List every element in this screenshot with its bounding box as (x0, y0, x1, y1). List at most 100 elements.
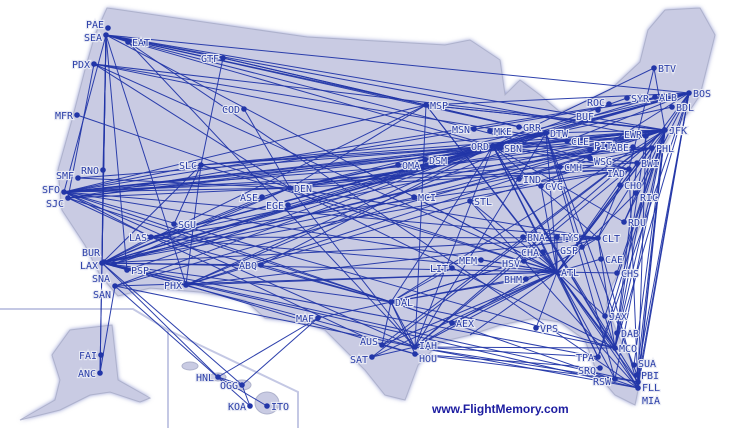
airport-bdl[interactable]: BDL (669, 102, 695, 115)
airport-fll[interactable]: FLL (635, 379, 661, 395)
airport-pit[interactable]: PIT (587, 140, 613, 153)
airport-mem[interactable]: MEM (458, 255, 484, 268)
airport-bwi[interactable]: BWI (634, 158, 660, 171)
airport-cho[interactable]: CHO (617, 180, 643, 193)
airport-mia[interactable]: MIA (635, 385, 661, 408)
airport-ege[interactable]: EGE (265, 200, 291, 213)
airport-cha[interactable]: CHA (520, 247, 546, 260)
airport-btv[interactable]: BTV (651, 63, 677, 76)
airport-sgu[interactable]: SGU (171, 219, 197, 232)
airport-ogg[interactable]: OGG (219, 380, 245, 393)
airport-slc[interactable]: SLC (178, 160, 204, 173)
airport-abe[interactable]: ABE (610, 142, 636, 155)
airport-aus[interactable]: AUS (359, 336, 385, 349)
airport-jax[interactable]: JAX (602, 311, 628, 324)
airport-ric[interactable]: RIC (633, 190, 659, 205)
airport-abq[interactable]: ABQ (238, 260, 264, 273)
airport-pbi[interactable]: PBI (634, 370, 660, 383)
airport-sat[interactable]: SAT (349, 354, 375, 367)
airport-sua[interactable]: SUA (631, 358, 657, 371)
airport-den[interactable]: DEN (287, 183, 313, 196)
airport-bos[interactable]: BOS (686, 88, 712, 101)
airport-sea[interactable]: SEA (83, 32, 109, 45)
airport-ord[interactable]: ORD (470, 141, 496, 154)
airport-hnl[interactable]: HNL (195, 372, 221, 385)
airport-phx[interactable]: PHX (163, 280, 189, 293)
airport-psp[interactable]: PSP (124, 265, 150, 278)
airport-sjc[interactable]: SJC (45, 195, 71, 211)
credit-text[interactable]: www.FlightMemory.com (432, 402, 569, 416)
airport-dtw[interactable]: DTW (543, 128, 570, 141)
airport-mci[interactable]: MCI (411, 192, 437, 205)
airport-stl[interactable]: STL (467, 196, 493, 209)
airport-syr[interactable]: SYR (624, 93, 651, 106)
airport-msn[interactable]: MSN (451, 124, 477, 137)
airport-ind[interactable]: IND (516, 174, 542, 187)
airport-dot-icon (533, 325, 539, 331)
airport-oma[interactable]: OMA (395, 160, 421, 173)
airport-phl[interactable]: PHL (649, 143, 675, 156)
airport-ase[interactable]: ASE (239, 192, 265, 205)
airport-san[interactable]: SAN (92, 283, 118, 302)
airport-sfo[interactable]: SFO (41, 184, 67, 197)
airport-iad[interactable]: IAD (606, 166, 632, 181)
airport-ewr[interactable]: EWR (623, 129, 649, 142)
airport-fai[interactable]: FAI (78, 350, 104, 363)
route-ord-clt (492, 145, 599, 239)
airport-dab[interactable]: DAB (614, 328, 640, 341)
airport-buf[interactable]: BUF (575, 107, 601, 124)
airport-gtf[interactable]: GTF (200, 53, 226, 66)
airport-maf[interactable]: MAF (295, 313, 321, 326)
airport-ito[interactable]: ITO (264, 401, 290, 414)
airport-cmh[interactable]: CMH (557, 162, 583, 175)
airport-alb[interactable]: ALB (652, 92, 678, 105)
airport-label: MFR (55, 111, 74, 122)
airport-vps[interactable]: VPS (533, 323, 559, 336)
airport-gsp[interactable]: GSP (559, 244, 585, 258)
airport-rdu[interactable]: RDU (621, 217, 647, 230)
airport-msp[interactable]: MSP (423, 100, 449, 113)
airport-tpa[interactable]: TPA (575, 352, 601, 365)
airport-lax[interactable]: LAX (79, 260, 105, 273)
airport-cod[interactable]: COD (221, 104, 247, 117)
airport-roc[interactable]: ROC (586, 97, 612, 110)
airport-pae[interactable]: PAE (85, 19, 111, 32)
route-jfk-iah (414, 129, 666, 348)
airport-hsv[interactable]: HSV (501, 258, 527, 271)
airport-cae[interactable]: CAE (598, 254, 624, 267)
airport-dsm[interactable]: DSM (422, 155, 448, 168)
airport-srq[interactable]: SRQ (577, 365, 603, 378)
airport-eat[interactable]: EAT (125, 37, 151, 50)
airport-smf[interactable]: SMF (55, 170, 81, 183)
airport-dot-icon (516, 124, 522, 130)
airport-chs[interactable]: CHS (614, 268, 640, 281)
airport-clt[interactable]: CLT (595, 233, 621, 246)
airport-sbn[interactable]: SBN (497, 143, 523, 156)
airport-atl[interactable]: ATL (554, 267, 580, 280)
airport-rsw[interactable]: RSW (592, 376, 618, 389)
airport-koa[interactable]: KOA (227, 401, 253, 414)
airport-aex[interactable]: AEX (449, 318, 475, 331)
airport-label: SGU (178, 220, 196, 231)
airport-iah[interactable]: IAH (412, 340, 438, 353)
airport-anc[interactable]: ANC (77, 368, 103, 381)
airport-pdx[interactable]: PDX (71, 59, 97, 72)
airport-sna[interactable]: SNA (91, 261, 117, 286)
airport-grr[interactable]: GRR (516, 122, 543, 135)
airport-bhm[interactable]: BHM (503, 274, 529, 287)
airport-rno[interactable]: RNO (80, 165, 106, 178)
airport-mco[interactable]: MCO (612, 343, 638, 356)
airport-mke[interactable]: MKE (487, 126, 513, 139)
airport-las[interactable]: LAS (128, 232, 154, 245)
airport-cle[interactable]: CLE (564, 136, 590, 149)
airport-dal[interactable]: DAL (388, 297, 414, 310)
airport-mfr[interactable]: MFR (54, 110, 80, 123)
airport-wsg[interactable]: WSG (587, 155, 613, 169)
airport-hou[interactable]: HOU (412, 351, 438, 366)
airport-bna[interactable]: BNA (520, 232, 546, 245)
airport-cvg[interactable]: CVG (538, 181, 564, 194)
airport-lit[interactable]: LIT (429, 263, 455, 276)
airport-jfk[interactable]: JFK (662, 125, 688, 138)
airport-tys[interactable]: TYS (554, 232, 580, 245)
route-phx-hou (185, 284, 416, 355)
